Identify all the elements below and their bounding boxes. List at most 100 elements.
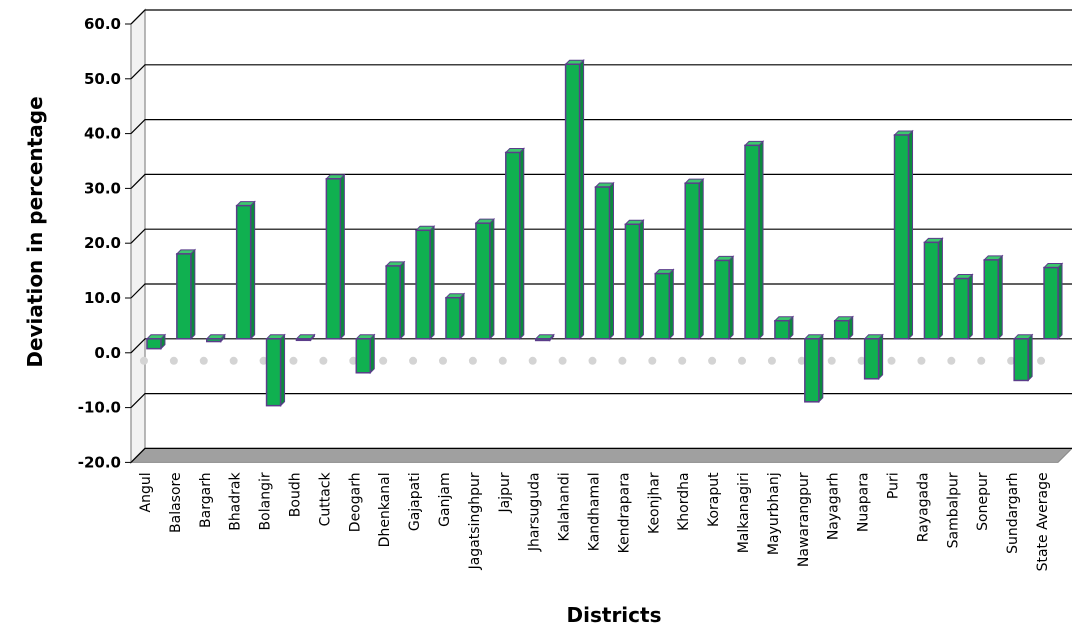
zero-shadow-dot — [917, 356, 926, 365]
y-tick-label: 30.0 — [84, 179, 121, 197]
x-tick-labels: Angul Balasore Bargarh Bhadrak Bolangir Boudh… — [138, 472, 1051, 572]
bar — [504, 147, 525, 341]
zero-shadow-dot — [827, 356, 836, 365]
x-tick-label: Sonepur — [975, 472, 991, 531]
bar — [773, 315, 795, 341]
x-tick-label: Gajapati — [407, 472, 423, 531]
bar — [205, 333, 226, 343]
y-tick-label: 20.0 — [84, 234, 121, 252]
bar — [624, 219, 645, 341]
gridline — [130, 447, 1072, 463]
x-tick-label: Malkanagiri — [736, 472, 752, 553]
x-tick-label: Jagatsinghpur — [467, 472, 483, 570]
x-tick-label: Mayurbhanj — [766, 472, 782, 555]
bar — [803, 333, 825, 404]
zero-shadow-dot — [588, 356, 597, 365]
zero-shadow-dot — [887, 356, 896, 365]
y-tick-label: 50.0 — [84, 70, 121, 88]
bar — [145, 333, 167, 350]
zero-shadow-dot — [199, 356, 208, 365]
zero-shadow-dot — [379, 356, 388, 365]
bar — [355, 333, 376, 374]
x-tick-label: Nuapara — [856, 472, 872, 532]
zero-shadow-dot — [857, 356, 866, 365]
x-tick-label: Khordha — [676, 472, 692, 530]
zero-shadow-dot — [708, 356, 717, 365]
zero-shadow-dot — [947, 356, 956, 365]
y-tick-label: 60.0 — [84, 15, 121, 33]
zero-shadow-dot — [977, 356, 986, 365]
x-tick-label: Rayagada — [915, 472, 931, 542]
bars — [145, 59, 1064, 407]
bar — [684, 177, 705, 341]
gridline — [130, 393, 1072, 409]
bar — [893, 129, 914, 341]
zero-shadow-dot — [438, 356, 447, 365]
bar — [1042, 262, 1064, 341]
x-tick-label: Cuttack — [317, 472, 333, 527]
bar — [474, 217, 496, 341]
zero-shadow-dot — [767, 356, 776, 365]
gridline — [130, 9, 1072, 25]
x-tick-label: Bolangir — [258, 472, 274, 530]
zero-shadow-dot — [528, 356, 537, 365]
x-tick-label: Jharsuguda — [527, 472, 543, 552]
gridline — [130, 64, 1072, 80]
x-tick-label: Nayagarh — [826, 472, 842, 540]
x-tick-label: Puri — [886, 472, 902, 499]
gridline — [130, 118, 1072, 135]
bar — [833, 315, 854, 341]
bar — [953, 273, 974, 341]
x-tick-label: Keonjhar — [646, 472, 662, 534]
x-tick-label: Sambalpur — [945, 472, 961, 548]
zero-shadow-dot — [289, 356, 298, 365]
bar — [175, 248, 197, 341]
zero-shadow-dot — [618, 356, 627, 365]
zero-shadow-dot — [169, 356, 178, 365]
y-tick-label: 10.0 — [84, 289, 121, 307]
bar — [384, 260, 406, 341]
bar — [743, 140, 765, 341]
x-tick-label: Kendrapara — [616, 472, 632, 553]
zero-shadow-dot — [648, 356, 657, 365]
y-tick-label: -20.0 — [78, 453, 121, 471]
x-tick-label: Sundargarh — [1005, 472, 1021, 553]
y-tick-label: 40.0 — [84, 125, 121, 143]
bar — [295, 333, 316, 342]
zero-shadow-dot — [678, 356, 687, 365]
x-tick-label: Bhadrak — [228, 472, 244, 531]
y-tick-labels: 60.0 50.0 40.0 30.0 20.0 10.0 0.0 -10.0 -20.0 — [78, 15, 121, 471]
zero-shadow-dot — [468, 356, 477, 365]
y-tick-label: 0.0 — [94, 344, 121, 362]
y-tick-label: -10.0 — [78, 399, 121, 417]
y-axis-title: Deviation in percentage — [23, 96, 47, 367]
zero-shadow-dot — [349, 356, 358, 365]
zero-shadow-dot — [139, 356, 148, 365]
bar — [414, 225, 436, 341]
zero-shadow-dot — [498, 356, 507, 365]
bar — [863, 333, 884, 381]
zero-shadow-dot — [319, 356, 328, 365]
bar — [983, 254, 1004, 341]
x-tick-label: Ganjam — [437, 472, 453, 526]
bar — [654, 268, 675, 341]
x-tick-label: Nawarangpur — [796, 472, 812, 567]
bar — [444, 292, 466, 341]
zero-shadow-dot — [1007, 356, 1016, 365]
x-tick-label: Boudh — [287, 472, 303, 517]
zero-shadow-dot — [558, 356, 567, 365]
x-axis-title: Districts — [567, 603, 662, 627]
zero-shadow-dot — [797, 356, 806, 365]
zero-shadow-dot — [259, 356, 268, 365]
x-tick-label: Balasore — [168, 472, 184, 533]
x-tick-label: Koraput — [706, 472, 722, 527]
zero-shadow-dot — [1037, 356, 1046, 365]
zero-shadow-dot — [229, 356, 238, 365]
zero-shadow-dot — [738, 356, 747, 365]
x-tick-label: Angul — [138, 472, 154, 512]
x-tick-label: Bargarh — [198, 472, 214, 528]
floor — [129, 447, 1072, 463]
bar — [923, 237, 944, 341]
